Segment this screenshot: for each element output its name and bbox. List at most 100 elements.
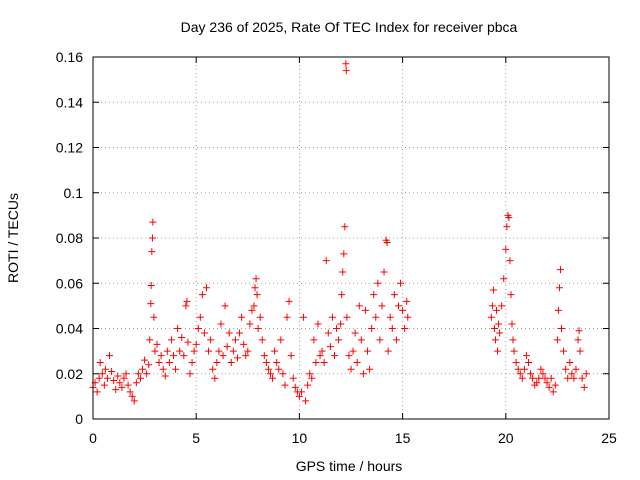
y-axis-label: ROTI / TECUs: [5, 193, 21, 283]
data-point: [207, 336, 215, 344]
data-point: [543, 379, 551, 387]
data-point: [318, 347, 326, 355]
chart-title: Day 236 of 2025, Rate Of TEC Index for r…: [181, 19, 518, 35]
data-point: [198, 291, 206, 299]
data-point: [196, 313, 204, 321]
data-point: [178, 334, 186, 342]
data-point: [494, 347, 502, 355]
x-axis-label: GPS time / hours: [296, 458, 403, 474]
data-point: [108, 367, 116, 375]
data-point: [253, 291, 261, 299]
data-point: [176, 347, 184, 355]
data-point: [180, 352, 188, 360]
data-point: [289, 374, 297, 382]
data-point: [302, 397, 310, 405]
data-point: [124, 381, 132, 389]
data-point: [378, 302, 386, 310]
data-point: [236, 329, 244, 337]
data-point: [510, 347, 518, 355]
data-point: [529, 374, 537, 382]
y-tick-label: 0.12: [56, 140, 83, 156]
data-point: [240, 340, 248, 348]
data-point: [574, 336, 582, 344]
data-point: [562, 365, 570, 373]
data-point: [279, 370, 287, 378]
data-point: [188, 358, 196, 366]
data-point: [541, 374, 549, 382]
data-point: [285, 297, 293, 305]
x-tick-label: 10: [292, 430, 308, 446]
data-point: [306, 370, 314, 378]
data-point: [143, 370, 151, 378]
data-point: [219, 352, 227, 360]
data-point: [514, 365, 522, 373]
data-point: [300, 313, 308, 321]
data-point: [153, 340, 161, 348]
y-tick-label: 0.16: [56, 49, 83, 65]
data-point: [147, 282, 155, 290]
data-point: [347, 365, 355, 373]
data-point: [155, 358, 163, 366]
data-point: [551, 381, 559, 389]
data-point: [342, 67, 350, 75]
data-point: [545, 383, 553, 391]
data-point: [227, 358, 235, 366]
grid: [93, 57, 609, 419]
data-point: [316, 352, 324, 360]
data-point: [273, 358, 281, 366]
data-point: [134, 370, 142, 378]
data-point: [211, 374, 219, 382]
data-point: [502, 245, 510, 253]
data-point: [310, 336, 318, 344]
data-point: [380, 268, 388, 276]
data-point: [281, 381, 289, 389]
data-point: [357, 336, 365, 344]
data-point: [359, 370, 367, 378]
data-point: [308, 374, 316, 382]
data-point: [498, 302, 506, 310]
data-point: [335, 336, 343, 344]
data-point: [372, 313, 380, 321]
data-point: [572, 365, 580, 373]
data-point: [489, 286, 497, 294]
data-point: [120, 374, 128, 382]
y-tick-label: 0.04: [56, 321, 83, 337]
data-point: [252, 275, 260, 283]
data-point: [404, 313, 412, 321]
data-point: [262, 358, 270, 366]
y-tick-label: 0.02: [56, 366, 83, 382]
y-tick-label: 0.1: [64, 185, 84, 201]
data-point: [190, 347, 198, 355]
data-point: [374, 279, 382, 287]
data-point: [215, 347, 223, 355]
data-point: [575, 327, 583, 335]
x-tick-label: 25: [601, 430, 617, 446]
data-point: [103, 374, 111, 382]
data-point: [205, 347, 213, 355]
data-point: [277, 336, 285, 344]
data-point: [386, 313, 394, 321]
data-point: [537, 365, 545, 373]
data-point: [251, 284, 259, 292]
data-point: [146, 336, 154, 344]
data-point: [128, 392, 136, 400]
data-point: [223, 343, 231, 351]
data-point: [533, 379, 541, 387]
data-point: [314, 320, 322, 328]
data-point: [167, 336, 175, 344]
data-point: [256, 313, 264, 321]
data-point: [490, 325, 498, 332]
data-point: [150, 313, 158, 321]
data-point: [370, 291, 378, 299]
data-point: [505, 214, 513, 222]
data-point: [361, 306, 369, 314]
data-point: [98, 370, 106, 378]
data-point: [493, 306, 501, 314]
data-point: [114, 372, 122, 380]
data-point: [355, 302, 363, 310]
data-point: [112, 386, 120, 394]
data-point: [558, 325, 566, 332]
data-point: [192, 340, 200, 348]
data-point: [495, 320, 503, 328]
